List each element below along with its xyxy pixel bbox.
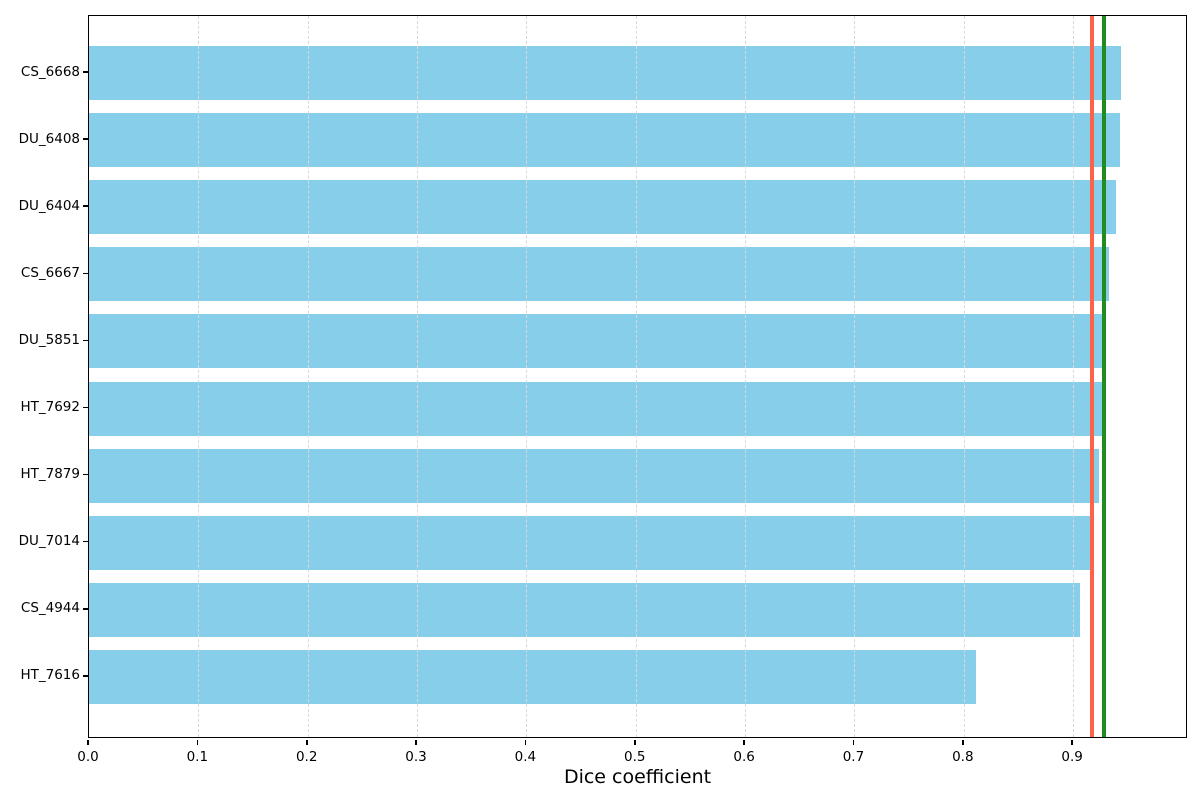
x-tick-label-0.5: 0.5	[624, 749, 646, 765]
y-tick-CS_6667	[83, 272, 88, 275]
y-tick-label-DU_6408: DU_6408	[18, 130, 80, 147]
x-tick-label-0.0: 0.0	[77, 749, 99, 765]
x-tick-label-0.1: 0.1	[186, 749, 209, 765]
gridline-x-0.7	[854, 16, 856, 737]
bar-DU_6404	[89, 180, 1116, 235]
bar-DU_5851	[89, 314, 1103, 369]
y-tick-label-CS_6668: CS_6668	[20, 63, 80, 80]
x-tick-label-0.9: 0.9	[1061, 749, 1083, 765]
y-tick-label-DU_6404: DU_6404	[18, 197, 80, 214]
gridline-x-0.6	[745, 16, 747, 737]
gridline-x-0.9	[1073, 16, 1075, 737]
y-tick-label-DU_7014: DU_7014	[18, 533, 80, 550]
x-tick-0.4	[524, 740, 527, 745]
gridline-x-0.3	[417, 16, 419, 737]
y-tick-HT_7692	[83, 406, 88, 409]
y-tick-label-HT_7879: HT_7879	[20, 466, 80, 483]
y-tick-label-HT_7616: HT_7616	[20, 667, 80, 684]
x-tick-0.9	[1071, 740, 1073, 745]
x-tick-0.7	[852, 740, 855, 745]
gridline-x-0.4	[526, 16, 528, 737]
y-tick-HT_7616	[83, 675, 88, 677]
y-tick-DU_6408	[83, 138, 88, 140]
y-tick-CS_6668	[83, 71, 88, 73]
bar-CS_4944	[89, 582, 1080, 637]
bar-HT_7879	[89, 448, 1100, 503]
x-tick-0.5	[633, 740, 636, 745]
bar-HT_7616	[89, 649, 976, 704]
gridline-x-0.1	[198, 16, 200, 737]
y-tick-DU_7014	[83, 540, 88, 543]
x-axis-label: Dice coefficient	[563, 766, 712, 788]
x-tick-label-0.3: 0.3	[405, 749, 427, 765]
x-tick-label-0.2: 0.2	[295, 749, 318, 765]
median-line	[1101, 16, 1106, 737]
y-tick-label-DU_5851: DU_5851	[18, 331, 80, 348]
bar-CS_6668	[89, 46, 1122, 100]
bar-HT_7692	[89, 381, 1102, 436]
mean-line	[1089, 16, 1094, 737]
gridline-x-0.2	[307, 16, 309, 737]
y-tick-label-CS_6667: CS_6667	[20, 264, 80, 281]
x-tick-label-0.7: 0.7	[842, 749, 865, 765]
x-tick-label-0.6: 0.6	[733, 749, 755, 765]
x-tick-0.1	[196, 740, 199, 745]
y-tick-CS_4944	[83, 608, 88, 610]
bar-DU_7014	[89, 515, 1090, 570]
bar-DU_6408	[89, 113, 1121, 168]
y-tick-label-HT_7692: HT_7692	[20, 399, 80, 415]
y-tick-HT_7879	[83, 473, 88, 476]
plot-area	[88, 15, 1187, 738]
y-tick-DU_5851	[83, 339, 88, 342]
x-tick-0.8	[962, 740, 964, 745]
gridline-x-0.5	[635, 16, 637, 737]
y-tick-label-CS_4944: CS_4944	[20, 600, 80, 617]
x-tick-label-0.4: 0.4	[514, 749, 537, 765]
x-tick-0.3	[415, 740, 417, 745]
x-tick-0.2	[305, 740, 308, 745]
x-tick-0.6	[743, 740, 745, 745]
y-tick-DU_6404	[83, 205, 88, 207]
x-tick-label-0.8: 0.8	[952, 749, 974, 765]
gridline-x-0.8	[963, 16, 965, 737]
bar-CS_6667	[89, 247, 1110, 302]
x-tick-0.0	[87, 740, 89, 745]
